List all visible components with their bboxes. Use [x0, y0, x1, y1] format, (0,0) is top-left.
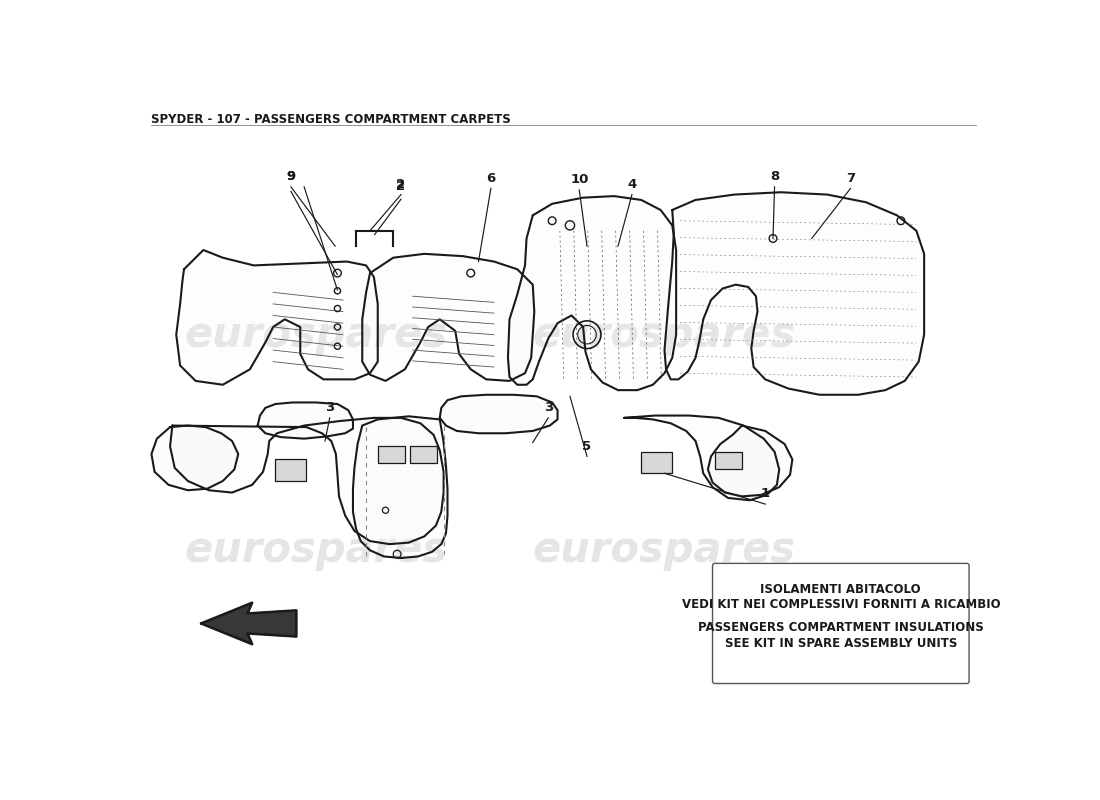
Bar	[377, 446, 405, 463]
Text: 6: 6	[486, 171, 495, 185]
Text: 3: 3	[326, 401, 334, 414]
Text: 1: 1	[761, 487, 770, 500]
Polygon shape	[201, 602, 296, 644]
Bar	[641, 452, 672, 474]
Text: 2: 2	[396, 180, 406, 193]
Text: 2: 2	[396, 178, 406, 190]
Polygon shape	[353, 416, 448, 558]
Polygon shape	[508, 196, 676, 390]
Text: 7: 7	[846, 171, 855, 185]
Polygon shape	[201, 602, 296, 644]
Text: 3: 3	[543, 401, 553, 414]
Polygon shape	[664, 192, 924, 394]
Text: 5: 5	[582, 439, 592, 453]
Text: 9: 9	[286, 170, 296, 183]
Polygon shape	[176, 250, 377, 385]
Bar	[410, 446, 438, 463]
Polygon shape	[170, 418, 443, 544]
Text: eurospares: eurospares	[184, 530, 448, 571]
Bar	[715, 452, 742, 469]
Text: 8: 8	[770, 170, 779, 183]
Text: eurospares: eurospares	[532, 314, 796, 356]
FancyBboxPatch shape	[713, 563, 969, 683]
Text: PASSENGERS COMPARTMENT INSULATIONS: PASSENGERS COMPARTMENT INSULATIONS	[697, 621, 983, 634]
Text: SPYDER - 107 - PASSENGERS COMPARTMENT CARPETS: SPYDER - 107 - PASSENGERS COMPARTMENT CA…	[152, 113, 512, 126]
Polygon shape	[624, 415, 779, 500]
Text: 9: 9	[286, 170, 296, 183]
Text: ISOLAMENTI ABITACOLO: ISOLAMENTI ABITACOLO	[760, 582, 921, 596]
Text: VEDI KIT NEI COMPLESSIVI FORNITI A RICAMBIO: VEDI KIT NEI COMPLESSIVI FORNITI A RICAM…	[682, 598, 1000, 611]
Polygon shape	[152, 426, 239, 490]
Polygon shape	[440, 394, 558, 434]
Bar	[275, 459, 307, 481]
Text: eurospares: eurospares	[184, 314, 448, 356]
Text: eurospares: eurospares	[532, 530, 796, 571]
Polygon shape	[708, 426, 792, 496]
Polygon shape	[257, 402, 353, 438]
Text: 10: 10	[570, 173, 589, 186]
Text: SEE KIT IN SPARE ASSEMBLY UNITS: SEE KIT IN SPARE ASSEMBLY UNITS	[725, 637, 957, 650]
Text: 4: 4	[627, 178, 637, 190]
Polygon shape	[362, 254, 535, 381]
